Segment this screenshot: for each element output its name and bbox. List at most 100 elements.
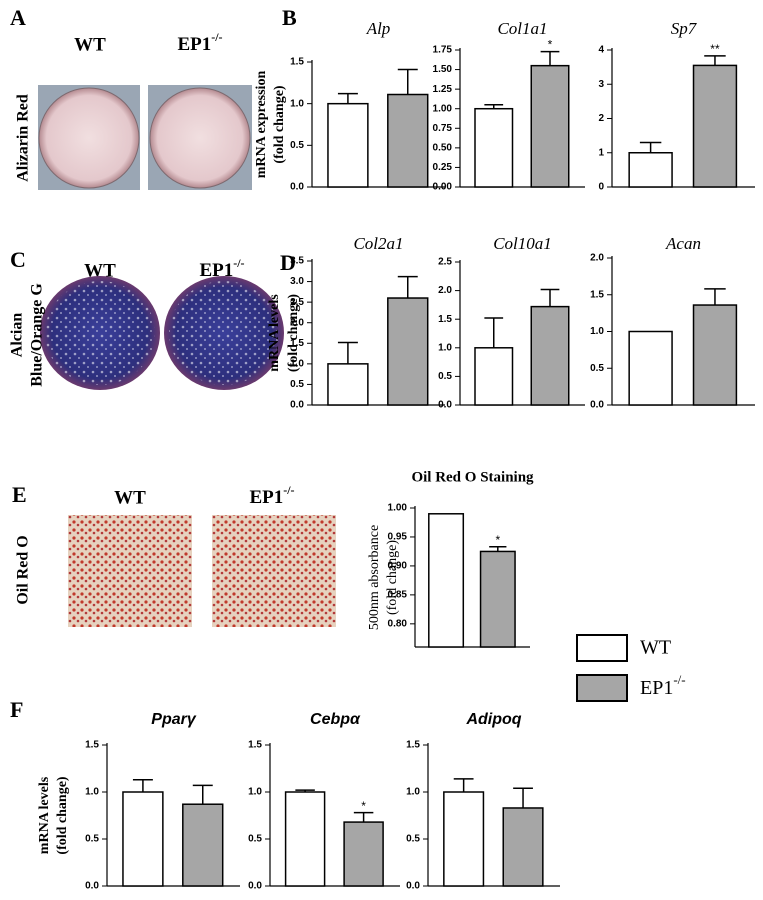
chart-title: Cebpα	[310, 711, 361, 728]
y-tick-label: 1.00	[388, 503, 408, 514]
significance: *	[361, 799, 366, 813]
y-tick-label: 0.5	[290, 379, 304, 390]
y-axis-label: (fold change)	[272, 85, 287, 164]
y-tick-label: 0.85	[388, 590, 408, 601]
image-label: EP1-/-	[249, 483, 294, 509]
bar	[284, 791, 326, 887]
y-tick-label: 0.0	[290, 182, 304, 193]
y-tick-label: 2.5	[438, 257, 452, 268]
image-label: EP1-/-	[177, 30, 222, 56]
pellet-texture	[169, 281, 279, 385]
y-tick-label: 0.0	[438, 400, 452, 411]
panel-letter: A	[10, 5, 26, 30]
bar	[428, 513, 465, 648]
stain-label: Alcian	[9, 313, 26, 358]
y-tick-label: 0.5	[438, 371, 452, 382]
chart-title: Alp	[366, 19, 391, 38]
y-tick-label: 1.0	[290, 98, 304, 109]
y-tick-label: 0.0	[248, 881, 262, 892]
y-tick-label: 1	[598, 147, 604, 158]
y-tick-label: 0.5	[85, 834, 99, 845]
y-tick-label: 0.5	[406, 834, 420, 845]
bar	[327, 363, 369, 406]
y-tick-label: 0.90	[388, 561, 408, 572]
stain-label: Oil Red O	[15, 535, 32, 604]
y-tick-label: 0.50	[433, 142, 453, 153]
y-tick-label: 1.00	[433, 103, 453, 114]
label-base: EP1	[640, 677, 673, 699]
y-tick-label: 0.0	[590, 400, 604, 411]
y-tick-label: 1.5	[290, 338, 304, 349]
y-axis-label: (fold change)	[286, 294, 301, 373]
significance: *	[495, 533, 500, 547]
y-tick-label: 1.0	[438, 342, 452, 353]
bar	[530, 64, 570, 188]
y-tick-label: 1.75	[433, 45, 453, 56]
y-tick-label: 0.00	[433, 182, 453, 193]
y-tick-label: 0.25	[433, 162, 453, 173]
y-tick-label: 1.5	[248, 740, 262, 751]
y-tick-label: 3.0	[290, 276, 304, 287]
bar	[122, 791, 164, 887]
y-axis-label: mRNA levels	[37, 776, 52, 854]
significance: *	[548, 38, 553, 52]
y-tick-label: 1.0	[290, 358, 304, 369]
chart-title: Adipoq	[465, 711, 521, 728]
pellet-texture	[45, 281, 155, 385]
bar	[327, 102, 369, 188]
y-axis-label: (fold change)	[55, 776, 70, 855]
legend-swatch	[576, 674, 628, 702]
panel-letter: C	[10, 247, 26, 272]
bar	[692, 304, 738, 406]
y-tick-label: 0.0	[406, 881, 420, 892]
label-sup: -/-	[673, 672, 685, 687]
label-sup: -/-	[211, 30, 222, 44]
bar	[443, 791, 485, 887]
chart-title: Sp7	[671, 19, 698, 38]
y-tick-label: 1.5	[590, 289, 604, 300]
photo	[212, 515, 336, 627]
y-tick-label: 2.5	[290, 297, 304, 308]
bar	[628, 152, 673, 188]
label-sup: -/-	[283, 483, 294, 497]
image-label: WT	[84, 260, 116, 281]
y-tick-label: 1.5	[290, 57, 304, 68]
image-label: WT	[74, 34, 106, 55]
bar	[692, 64, 738, 188]
stain-label: Alizarin Red	[15, 94, 32, 182]
y-axis-label: 500nm absorbance	[367, 525, 382, 630]
chart-title: Col1a1	[497, 19, 547, 38]
photo	[68, 515, 192, 627]
legend-swatch	[576, 634, 628, 662]
y-tick-label: 2.0	[438, 285, 452, 296]
chart-title: Acan	[665, 234, 701, 253]
y-tick-label: 0.75	[433, 123, 453, 134]
y-tick-label: 4	[598, 45, 604, 56]
label-base: EP1	[177, 34, 211, 55]
label-sup: -/-	[233, 256, 244, 270]
bar	[387, 93, 429, 188]
y-tick-label: 1.5	[406, 740, 420, 751]
panel-letter: B	[282, 5, 297, 30]
bar	[502, 807, 544, 887]
y-tick-label: 0.80	[388, 618, 408, 629]
bar	[387, 297, 429, 406]
legend-label: EP1-/-	[640, 672, 686, 699]
chart-title: Col10a1	[493, 234, 552, 253]
y-tick-label: 0.0	[290, 400, 304, 411]
y-tick-label: 1.0	[85, 787, 99, 798]
bar	[628, 330, 673, 406]
y-tick-label: 2.0	[290, 317, 304, 328]
y-tick-label: 2.0	[590, 253, 604, 264]
dish	[38, 87, 140, 189]
chart-title: Oil Red O Staining	[411, 469, 534, 485]
panel-letter: D	[280, 250, 296, 275]
image-label: WT	[114, 487, 146, 508]
y-axis-label: mRNA levels	[267, 294, 282, 372]
y-tick-label: 1.50	[433, 64, 453, 75]
y-tick-label: 3.5	[290, 256, 304, 267]
y-tick-label: 0.5	[248, 834, 262, 845]
panel-letter: E	[12, 482, 27, 507]
y-tick-label: 1.0	[248, 787, 262, 798]
